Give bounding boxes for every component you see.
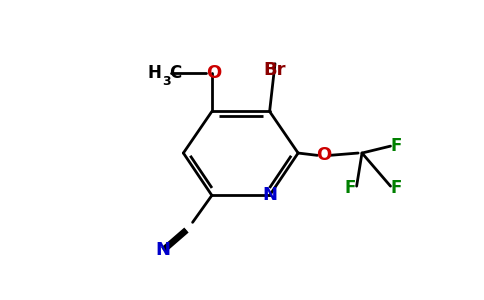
Text: N: N bbox=[262, 186, 277, 204]
Text: O: O bbox=[206, 64, 221, 82]
Text: F: F bbox=[345, 179, 356, 197]
Text: O: O bbox=[316, 146, 331, 164]
Text: N: N bbox=[156, 241, 171, 259]
Text: C: C bbox=[169, 64, 182, 82]
Text: F: F bbox=[391, 137, 402, 155]
Text: 3: 3 bbox=[163, 75, 171, 88]
Text: H: H bbox=[148, 64, 162, 82]
Text: F: F bbox=[391, 179, 402, 197]
Text: Br: Br bbox=[264, 61, 286, 79]
